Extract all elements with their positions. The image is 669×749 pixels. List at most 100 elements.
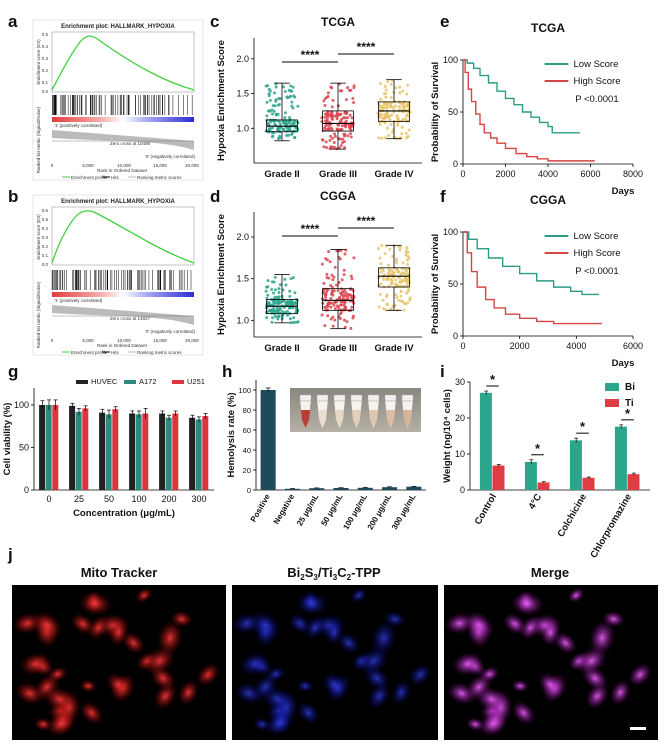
data-point (325, 146, 329, 150)
bar (99, 412, 106, 490)
cell (106, 672, 131, 697)
data-point (402, 278, 406, 282)
cell (78, 591, 112, 616)
bar (129, 413, 136, 490)
data-point (382, 277, 386, 281)
y-tick-label: 2.0 (236, 54, 249, 64)
x-tick-label: 100 (131, 494, 146, 504)
data-point (386, 263, 390, 267)
legend-label: Low Score (574, 59, 619, 70)
bar (112, 409, 119, 490)
hemolysis-tube-photo (290, 388, 421, 432)
data-point (341, 290, 345, 294)
data-point (277, 287, 281, 291)
cell (475, 686, 508, 713)
panel-label-e: e (440, 12, 449, 31)
data-point (405, 268, 409, 272)
data-point (405, 246, 409, 250)
data-point (324, 128, 328, 132)
x-tick-label: 300 (191, 494, 206, 504)
data-point (332, 275, 336, 279)
gsea-xtick: 15,000 (153, 338, 167, 343)
data-point (348, 126, 352, 130)
y-axis-label: Cell viability (%) (2, 403, 13, 476)
data-point (277, 126, 281, 130)
data-point (380, 136, 384, 140)
data-point (326, 314, 330, 318)
cell (87, 615, 109, 640)
cell (510, 591, 544, 616)
data-point (382, 307, 386, 311)
x-tick-label: 0 (460, 341, 465, 351)
y-tick-label: 60 (243, 426, 251, 435)
cell (511, 701, 536, 725)
gsea-xtick: 20,000 (185, 163, 199, 168)
data-point (325, 272, 329, 276)
data-point (396, 123, 400, 127)
data-point (339, 112, 343, 116)
tube-content (318, 410, 327, 428)
bar (406, 486, 422, 490)
data-point (288, 294, 292, 298)
data-point (349, 274, 353, 278)
x-tick-label: Control (473, 492, 499, 527)
data-point (385, 293, 389, 297)
data-point (379, 81, 383, 85)
bar (202, 416, 209, 490)
data-point (404, 249, 408, 253)
jitter-points (320, 82, 356, 151)
data-point (293, 136, 297, 140)
data-point (329, 85, 333, 89)
x-tick-label: Positive (249, 492, 272, 524)
data-point (352, 296, 356, 300)
data-point (271, 134, 275, 138)
legend-text: Enrichment profile (71, 175, 108, 180)
data-point (273, 275, 277, 279)
data-point (346, 292, 350, 296)
bar (165, 417, 172, 490)
neg-corr-label: '0' (negatively correlated) (145, 329, 195, 334)
data-point (349, 135, 353, 139)
panel-label-j: j (7, 545, 13, 564)
x-tick-label: Grade IV (374, 169, 414, 180)
tube-content (369, 410, 378, 428)
legend-swatch (605, 383, 619, 391)
cell (19, 652, 52, 676)
y-tick-label: 30 (455, 377, 465, 387)
data-point (387, 268, 391, 272)
data-point (277, 290, 281, 294)
cell (324, 618, 345, 647)
significance-label: **** (357, 40, 376, 54)
data-point (378, 256, 382, 260)
data-point (402, 284, 406, 288)
enrichment-profile-line (51, 210, 195, 264)
data-point (388, 117, 392, 121)
data-point (378, 122, 382, 126)
x-tick-label: 2000 (510, 341, 530, 351)
data-point (278, 122, 282, 126)
data-point (323, 115, 327, 119)
data-point (390, 282, 394, 286)
data-point (401, 271, 405, 275)
data-point (293, 129, 297, 133)
bar (357, 487, 373, 490)
data-point (391, 130, 395, 134)
es-ytick: 0.3 (42, 235, 49, 240)
cell (370, 620, 397, 656)
data-point (273, 288, 277, 292)
chart-title: TCGA (531, 21, 565, 35)
data-point (276, 302, 280, 306)
data-point (402, 117, 406, 121)
data-point (329, 134, 333, 138)
data-point (267, 109, 271, 113)
data-point (386, 126, 390, 130)
bar (524, 461, 537, 490)
tube-content (403, 410, 412, 428)
cell (390, 679, 412, 706)
gsea-xtick: 10,000 (117, 338, 131, 343)
chart-title: TCGA (321, 15, 355, 29)
cell (79, 679, 97, 693)
cell (108, 618, 129, 647)
y-tick-label: 0 (453, 159, 458, 169)
